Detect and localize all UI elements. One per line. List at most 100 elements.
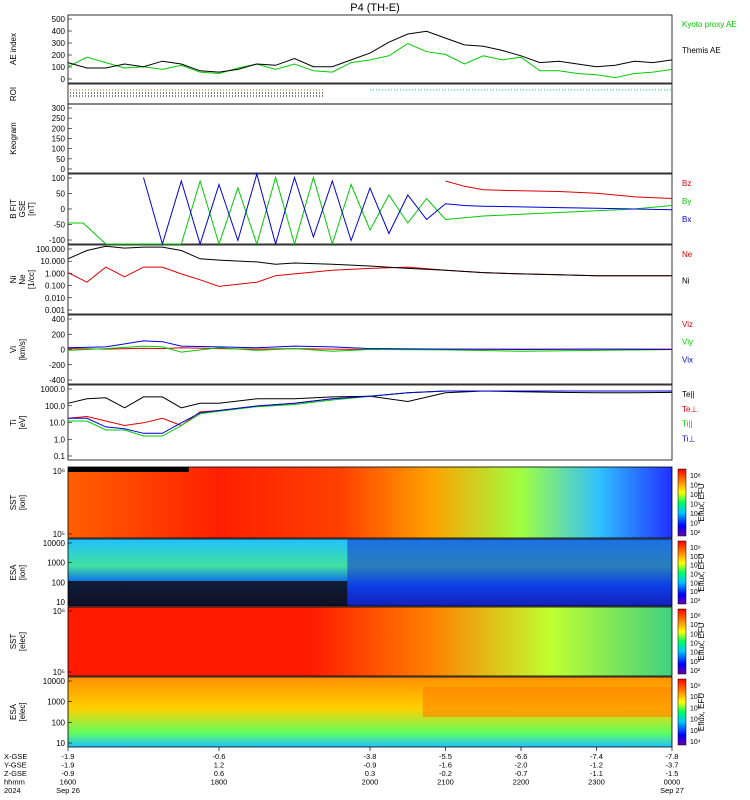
ion-esa-frame: [67, 538, 673, 607]
velocity-ylabel: Vi: [9, 346, 18, 353]
ion-sst-ytick: 10⁵: [53, 530, 65, 539]
panel-ae: 500 400 300 200 100 0 AE index Kyoto proxy AE Th…: [9, 14, 737, 84]
temperature-ytick: 1000.0: [41, 385, 66, 394]
ae-ytick: 0: [61, 75, 66, 84]
bfield-ylabel: [nT]: [27, 202, 36, 216]
elec-esa-ylabel: [elec]: [18, 702, 27, 721]
ion-esa-colorbar-tick: 10³: [690, 598, 701, 605]
bfield-ytick: 50: [56, 190, 65, 199]
density-ytick: 0.001: [45, 306, 66, 315]
temperature-ytick: 10.0: [49, 419, 65, 428]
xaxis-row-label: hhmm: [4, 778, 25, 787]
bfield-ytick: -100: [49, 236, 66, 245]
temperature-series-2: [68, 390, 672, 437]
xaxis-tick-label: -0.7: [515, 769, 528, 778]
density-ylabel: [1/cc]: [27, 270, 36, 289]
xaxis-tick-label: 2000: [362, 778, 379, 787]
elec-sst-colorbar-tick: 10⁶: [690, 631, 701, 638]
xaxis-tick-label: -1.9: [62, 761, 75, 770]
velocity-ytick: -200: [49, 361, 66, 370]
xaxis-tick-label: -1.5: [666, 769, 679, 778]
xaxis-tick-label: 0.3: [365, 769, 375, 778]
bfield-frame: [67, 173, 673, 245]
xaxis-tick-label: Sep 27: [660, 786, 684, 795]
ion-esa-late-band: [347, 539, 672, 606]
ion-sst-frame: [67, 466, 673, 539]
ion-sst-colorbar-tick: 10³: [690, 521, 701, 528]
temperature-ytick: 100.0: [45, 402, 66, 411]
ae-ylabel: AE index: [9, 33, 18, 65]
velocity-series-1: [67, 345, 673, 353]
ae-ytick: 400: [52, 27, 66, 36]
temperature-ylabel: Ti: [9, 419, 18, 426]
xaxis-tick-label: -7.8: [666, 752, 679, 761]
elec-esa-colorbar-tick: 10⁷: [690, 705, 701, 712]
xaxis-tick-label: 1.2: [214, 761, 224, 770]
elec-esa-colorbar-tick: 10⁶: [690, 717, 701, 724]
temperature-legend-1: Te⊥: [682, 405, 697, 414]
ion-sst-colorbar-tick: 10⁸: [690, 473, 701, 480]
density-series-0: [67, 266, 672, 287]
elec-sst-colorbar-tick: 10⁴: [690, 650, 701, 657]
roi-ylabel: ROI: [9, 87, 18, 101]
ion-esa-ytick: 10: [56, 598, 65, 607]
xaxis-tick-label: -0.9: [62, 769, 75, 778]
xaxis-tick-label: -5.5: [439, 752, 452, 761]
elec-sst-spectrogram: [68, 607, 672, 676]
temperature-legend-2: Ti||: [682, 420, 693, 429]
xaxis-tick-label: 2200: [513, 778, 530, 787]
ion-sst-flag-bar: [68, 467, 189, 472]
ion-esa-ytick: 1000: [47, 559, 65, 568]
xaxis-tick-label: -1.2: [590, 761, 603, 770]
keogram-frame: [67, 103, 673, 174]
ion-sst-colorbar-tick: 10⁷: [690, 483, 701, 490]
xaxis-row-label: Z-GSE: [4, 769, 27, 778]
ion-esa-colorbar-tick: 10⁶: [690, 572, 701, 579]
ion-esa-colorbar-tick: 10⁷: [690, 563, 701, 570]
velocity-ytick: -400: [49, 376, 66, 385]
elec-esa-ylabel: ESA: [9, 703, 18, 720]
ion-esa-colorbar-tick: 10⁹: [690, 545, 701, 552]
bfield-legend-1: By: [682, 197, 691, 206]
velocity-ylabel: [km/s]: [18, 339, 27, 360]
temperature-legend-0: Te||: [682, 390, 695, 399]
ion-esa-colorbar-tick: 10⁴: [690, 589, 701, 596]
xaxis-tick-label: 0000: [664, 778, 681, 787]
xaxis-tick-label: -3.8: [364, 752, 377, 761]
bfield-ylabel: B FIT: [9, 199, 18, 219]
elec-sst-colorbar-label: Eflux, EFU: [697, 622, 706, 660]
ion-esa-colorbar-tick: 10⁸: [690, 554, 701, 561]
temperature-ytick: 0.1: [54, 452, 66, 461]
plot-title: P4 (TH-E): [350, 2, 400, 14]
elec-sst-ylabel: SST: [9, 634, 18, 650]
density-ytick: 100.000: [36, 245, 65, 254]
ion-sst-colorbar-tick: 10²: [690, 530, 701, 537]
xaxis-tick-label: 2300: [588, 778, 605, 787]
ae-ytick: 200: [52, 51, 66, 60]
elec-sst-colorbar-tick: 10⁵: [690, 641, 701, 648]
bfield-series-0: [445, 180, 673, 199]
ion-sst-spectrogram: [68, 467, 672, 538]
elec-sst-colorbar: [677, 608, 687, 675]
keogram-ytick: 50: [56, 155, 65, 164]
xaxis-row-label: Y-GSE: [4, 761, 27, 770]
keogram-ytick: 0: [61, 165, 66, 174]
ion-esa-ytick: 100: [52, 578, 66, 587]
xaxis-tick-label: -1.6: [439, 761, 452, 770]
ae-ytick: 500: [52, 15, 66, 24]
bfield-ytick: -50: [53, 221, 65, 230]
bfield-legend-0: Bz: [682, 179, 691, 188]
xaxis-tick-label: -2.0: [515, 761, 528, 770]
ion-esa-colorbar-tick: 10⁵: [690, 580, 701, 587]
elec-sst-colorbar-tick: 10³: [690, 659, 701, 666]
elec-esa-ytick: 10: [56, 739, 65, 748]
keogram-ytick: 300: [52, 104, 66, 113]
elec-esa-hot-band: [422, 687, 672, 717]
ion-esa-colorbar-label: Eflux, EFU: [697, 553, 706, 591]
elec-esa-colorbar-label: Eflux, EFU: [697, 693, 706, 731]
